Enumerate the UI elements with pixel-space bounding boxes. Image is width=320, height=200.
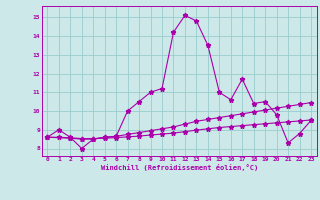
X-axis label: Windchill (Refroidissement éolien,°C): Windchill (Refroidissement éolien,°C) xyxy=(100,164,258,171)
